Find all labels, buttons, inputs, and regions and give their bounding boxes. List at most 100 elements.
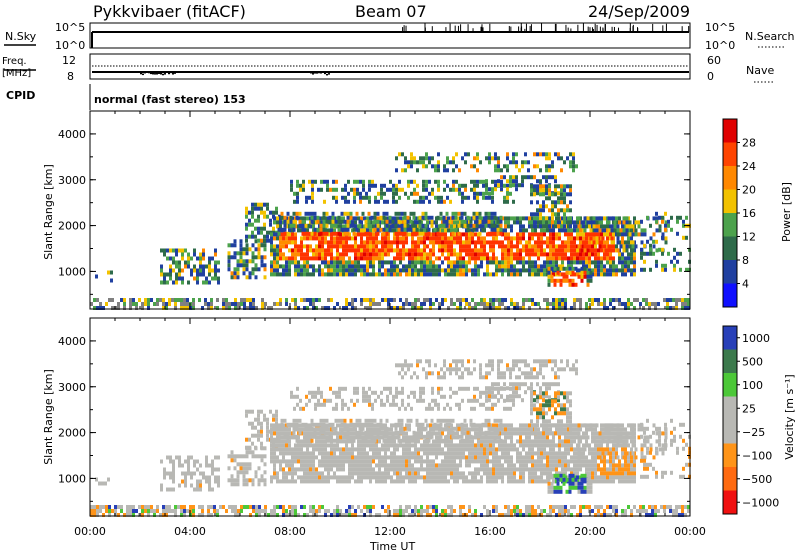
range-gate-cell	[545, 216, 548, 221]
range-gate-cell	[537, 232, 540, 237]
range-gate-cell	[622, 248, 626, 253]
range-gate-cell	[333, 228, 336, 233]
range-gate-cell	[225, 298, 228, 302]
range-gate-cell	[303, 236, 306, 241]
range-gate-cell	[455, 179, 458, 184]
range-gate-cell	[640, 219, 643, 224]
range-gate-cell	[530, 220, 533, 225]
range-gate-cell	[293, 199, 296, 204]
range-gate-cell	[540, 268, 543, 273]
range-gate-cell	[187, 260, 190, 265]
range-gate-cell	[540, 232, 543, 237]
range-gate-cell	[294, 451, 297, 456]
range-gate-cell	[420, 228, 423, 233]
range-gate-cell	[489, 240, 492, 245]
range-gate-cell	[217, 280, 220, 285]
range-gate-cell	[263, 210, 266, 215]
range-gate-cell	[382, 231, 386, 236]
range-gate-cell	[610, 240, 614, 245]
range-gate-cell	[519, 216, 522, 221]
range-gate-cell	[486, 471, 489, 476]
range-gate-cell	[187, 471, 190, 476]
range-gate-cell	[422, 160, 425, 165]
range-gate-cell	[482, 195, 485, 200]
range-gate-cell	[561, 443, 564, 448]
range-gate-cell	[353, 187, 356, 192]
range-gate-cell	[368, 183, 371, 188]
range-gate-cell	[322, 231, 326, 236]
range-gate-cell	[447, 268, 450, 273]
range-gate-cell	[573, 256, 576, 261]
range-gate-cell	[381, 264, 384, 269]
range-gate-cell	[555, 260, 558, 265]
range-gate-cell	[627, 298, 630, 302]
range-gate-cell	[531, 248, 534, 253]
range-gate-cell	[516, 439, 519, 444]
range-gate-cell	[159, 298, 162, 302]
range-gate-cell	[366, 459, 369, 464]
range-gate-cell	[432, 248, 435, 253]
range-gate-cell	[438, 256, 441, 261]
range-gate-cell	[503, 175, 506, 180]
range-gate-cell	[504, 244, 507, 249]
freq-blip	[316, 72, 318, 74]
range-gate-cell	[542, 204, 545, 209]
range-gate-cell	[263, 446, 267, 451]
range-gate-cell	[670, 215, 673, 220]
range-gate-cell	[292, 219, 296, 224]
range-gate-cell	[257, 243, 261, 248]
range-gate-cell	[227, 263, 231, 268]
range-gate-cell	[569, 224, 572, 229]
range-gate-cell	[208, 272, 211, 277]
range-gate-cell	[435, 268, 438, 273]
range-gate-cell	[420, 272, 423, 277]
range-gate-cell	[597, 232, 600, 237]
range-gate-cell	[129, 302, 132, 306]
range-gate-cell	[569, 152, 572, 157]
range-gate-cell	[616, 224, 620, 229]
range-gate-cell	[288, 447, 291, 452]
range-gate-cell	[543, 268, 546, 273]
range-gate-cell	[270, 455, 273, 460]
range-gate-cell	[357, 467, 360, 472]
range-gate-cell	[456, 423, 459, 428]
range-gate-cell	[484, 211, 488, 216]
range-gate-cell	[183, 298, 186, 302]
range-gate-cell	[681, 306, 684, 310]
range-gate-cell	[432, 260, 435, 265]
range-gate-cell	[603, 240, 606, 245]
range-gate-cell	[477, 451, 480, 456]
freq-blip	[322, 71, 324, 73]
range-gate-cell	[321, 471, 324, 476]
range-gate-cell	[298, 211, 302, 216]
range-gate-cell	[546, 240, 549, 245]
freq-blip	[148, 71, 150, 74]
range-gate-cell	[251, 259, 255, 264]
range-gate-cell	[343, 231, 347, 236]
range-gate-cell	[453, 302, 456, 306]
range-gate-cell	[273, 302, 276, 306]
range-gate-cell	[245, 259, 249, 264]
range-gate-cell	[499, 227, 503, 232]
range-gate-cell	[560, 184, 563, 189]
range-gate-cell	[181, 463, 184, 468]
range-gate-cell	[414, 272, 417, 277]
range-gate-cell	[366, 475, 369, 480]
range-gate-cell	[303, 268, 306, 273]
range-gate-cell	[405, 451, 408, 456]
range-gate-cell	[594, 467, 597, 472]
range-gate-cell	[367, 231, 371, 236]
range-gate-cell	[552, 248, 555, 253]
range-gate-cell	[303, 306, 306, 310]
range-gate-cell	[360, 252, 363, 257]
range-gate-cell	[280, 215, 284, 220]
range-gate-cell	[326, 179, 329, 184]
range-gate-cell	[515, 152, 518, 157]
range-gate-cell	[441, 475, 444, 480]
range-gate-cell	[624, 268, 627, 273]
range-gate-cell	[288, 228, 291, 233]
range-gate-cell	[664, 263, 667, 268]
range-gate-cell	[548, 175, 551, 180]
range-gate-cell	[613, 220, 617, 225]
range-gate-cell	[288, 443, 291, 448]
